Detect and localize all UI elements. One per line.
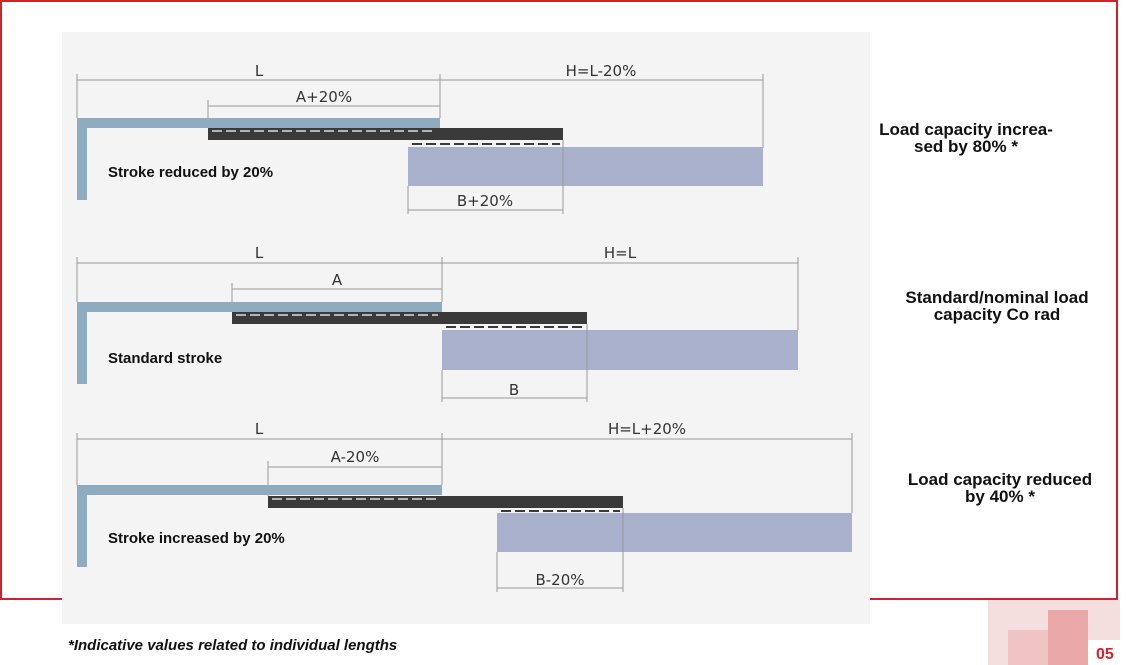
row-2-stroke-label: Standard stroke	[108, 350, 223, 367]
row-1-h-label: H=L-20%	[565, 62, 637, 80]
capacity-line: Load capacity increa-	[879, 120, 1053, 139]
fixed-rail	[77, 118, 440, 128]
row-3-diagram	[76, 433, 853, 592]
row-1-b-label: B+20%	[456, 192, 514, 210]
row-3-stroke-label: Stroke increased by 20%	[108, 530, 285, 547]
capacity-line: Standard/nominal load	[905, 288, 1089, 307]
row-1-stroke-label: Stroke reduced by 20%	[108, 164, 274, 181]
row-3-length-label: L	[254, 420, 264, 438]
row-2-b-label: B	[508, 381, 520, 399]
row-1-a-label: A+20%	[295, 88, 353, 106]
capacity-line: sed by 80% *	[914, 137, 1018, 156]
capacity-line: capacity Co rad	[933, 305, 1061, 324]
slider	[208, 128, 563, 140]
moving-rail	[408, 147, 763, 186]
moving-rail	[497, 513, 852, 552]
slider	[232, 312, 587, 324]
row-2-capacity-label: Standard/nominal load capacity Co rad	[867, 289, 1126, 323]
row-2-h-label: H=L	[603, 244, 637, 262]
capacity-line: Load capacity reduced	[907, 470, 1093, 489]
row-2-a-label: A	[331, 271, 343, 289]
row-3-b-label: B-20%	[535, 571, 585, 589]
row-3-a-label: A-20%	[330, 448, 380, 466]
footnote: *Indicative values related to individual…	[68, 637, 398, 654]
fixed-rail-bracket	[77, 118, 87, 200]
slider	[268, 496, 623, 508]
row-1-capacity-label: Load capacity increa- sed by 80% *	[836, 121, 1096, 155]
fixed-rail-bracket	[77, 302, 87, 384]
row-3-h-label: H=L+20%	[607, 420, 687, 438]
moving-rail	[442, 330, 798, 370]
page-number-box	[988, 600, 1120, 665]
fixed-rail-bracket	[77, 485, 87, 567]
row-2-diagram	[76, 257, 799, 402]
row-3-capacity-label: Load capacity reduced by 40% *	[870, 471, 1126, 505]
capacity-line: by 40% *	[965, 487, 1035, 506]
fixed-rail	[77, 485, 442, 495]
row-1-length-label: L	[254, 62, 264, 80]
fixed-rail	[77, 302, 442, 312]
row-1-diagram	[76, 74, 764, 214]
row-2-length-label: L	[254, 244, 264, 262]
page-number: 05	[1096, 646, 1114, 663]
